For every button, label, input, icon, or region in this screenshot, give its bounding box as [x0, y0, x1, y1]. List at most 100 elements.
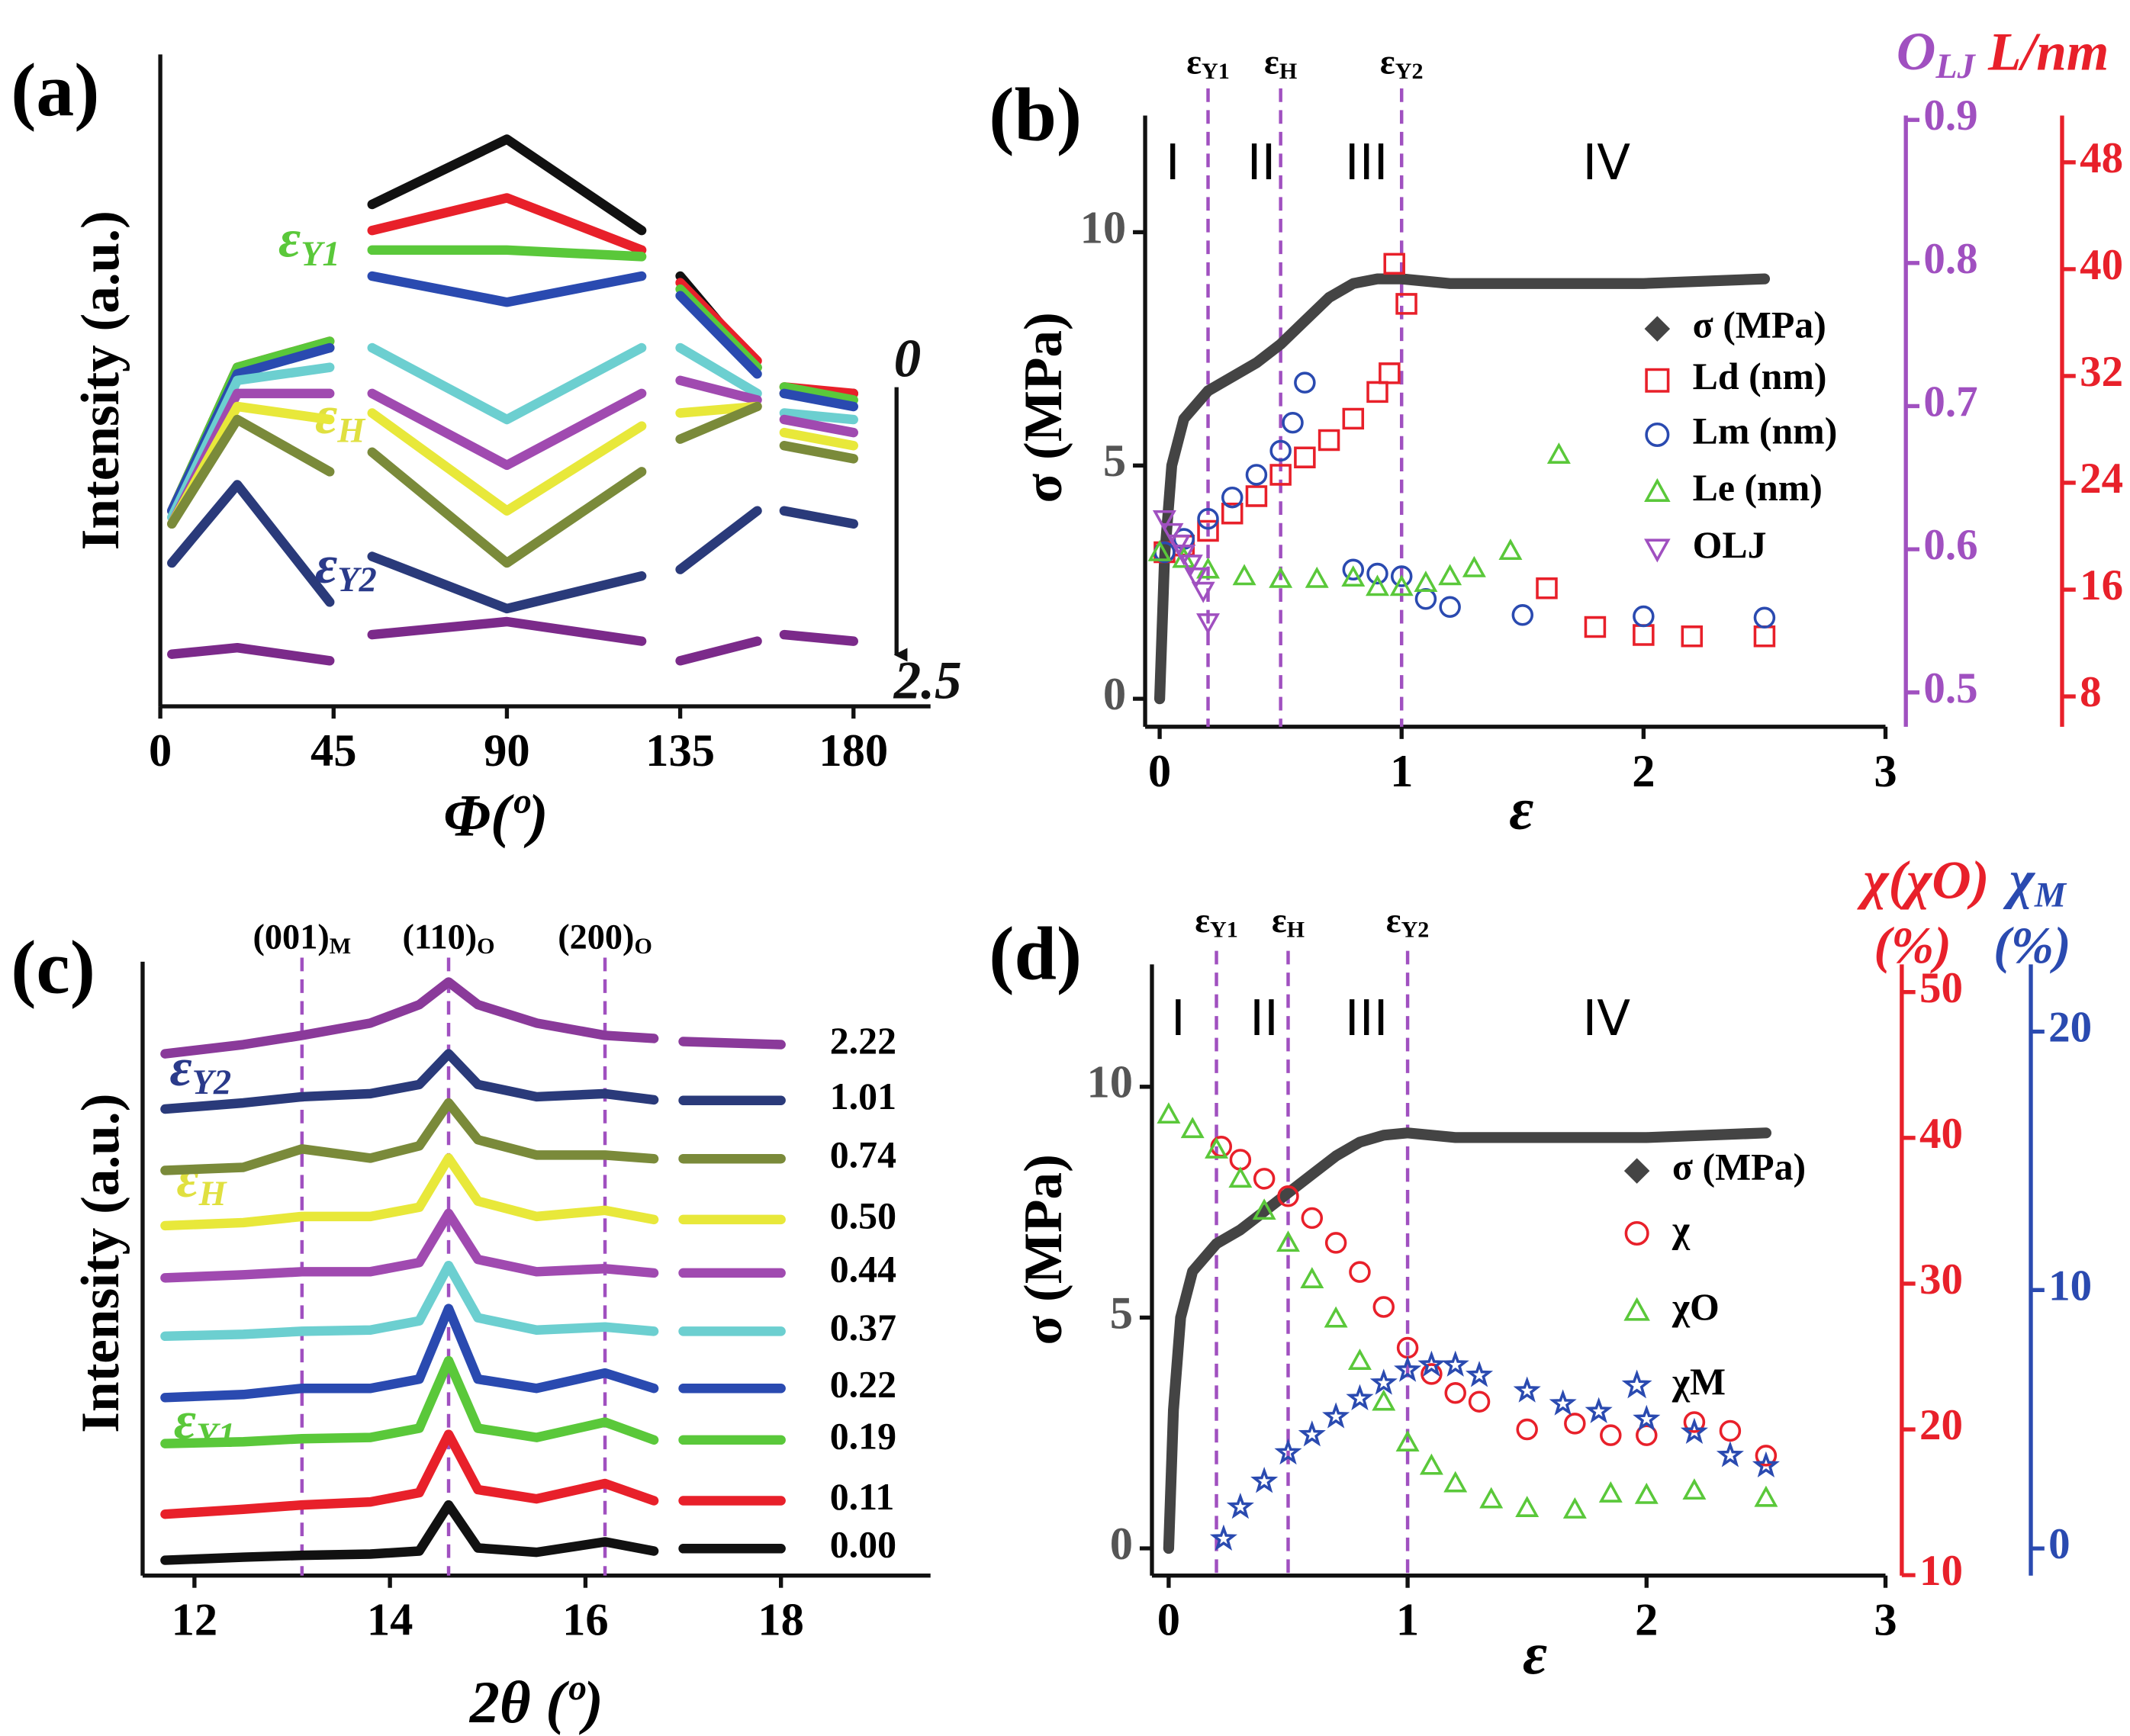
data-point	[1372, 1389, 1396, 1411]
legend-marker	[1645, 368, 1670, 393]
x-tick-label: 14	[367, 1595, 413, 1646]
x-tick-label: 3	[1874, 746, 1897, 797]
data-point	[1196, 613, 1221, 635]
reference-label: εY2	[1380, 43, 1424, 84]
data-point	[1160, 522, 1184, 545]
y2-tick-label: 50	[1919, 964, 1963, 1012]
data-point	[1250, 1467, 1279, 1493]
x-tick-label: 16	[562, 1595, 609, 1646]
data-point	[1197, 507, 1219, 530]
data-point	[1755, 1445, 1778, 1467]
y-axis-label: Intensity (a.u.)	[71, 211, 130, 550]
series-line	[160, 1429, 786, 1519]
data-point	[1324, 1306, 1348, 1328]
annotation-main: 2.5	[893, 651, 962, 711]
y3-tick-label: 32	[2080, 348, 2123, 396]
series-label: 0.22	[830, 1364, 896, 1406]
legend-label: Lm (nm)	[1693, 410, 1838, 452]
data-point	[1172, 545, 1196, 566]
y2-tick-label: 0.7	[1923, 378, 1977, 426]
legend-marker	[1624, 1220, 1649, 1246]
series-label: 0.00	[830, 1524, 896, 1566]
series-line	[1163, 1127, 1772, 1554]
y3-tick-label: 40	[2080, 241, 2123, 289]
data-point	[1513, 1376, 1541, 1403]
reference-label-main: (110)	[402, 918, 477, 956]
data-point	[1546, 442, 1571, 464]
annotation-sub: Y1	[196, 1416, 235, 1455]
data-point	[1269, 464, 1292, 486]
y2-tick-label: 40	[1919, 1110, 1963, 1158]
y3-tick-label: 0	[2048, 1520, 2070, 1568]
reference-label-main: ε	[1195, 902, 1210, 940]
annotation-sub: Y1	[301, 235, 339, 274]
series-label: 0.44	[830, 1248, 896, 1290]
data-point	[1366, 562, 1388, 585]
legend-label: χO	[1672, 1286, 1720, 1328]
series-line	[160, 1208, 786, 1283]
legend-label: σ (MPa)	[1693, 304, 1826, 346]
legend-marker	[1644, 316, 1671, 342]
legend-label: Ld (nm)	[1693, 355, 1827, 397]
legend-marker	[1644, 477, 1671, 502]
legend-label: Le (nm)	[1693, 467, 1823, 509]
data-point	[1564, 1413, 1586, 1435]
reference-label-sub: O	[634, 933, 652, 959]
data-point	[1719, 1419, 1742, 1442]
data-point	[1438, 564, 1462, 586]
y-tick-label: 5	[1103, 436, 1126, 487]
data-point	[1390, 565, 1413, 587]
legend-marker	[1623, 1297, 1650, 1321]
data-point	[1274, 1438, 1302, 1465]
data-point	[1414, 571, 1438, 593]
data-point	[1180, 1117, 1205, 1139]
reference-label-sub: H	[1279, 58, 1297, 84]
data-point	[1598, 1480, 1623, 1503]
y2-tick-label: 20	[1919, 1401, 1963, 1449]
legend-label: σ (MPa)	[1672, 1146, 1806, 1188]
y-tick-label: 10	[1080, 202, 1127, 253]
series-label: 0.50	[830, 1194, 896, 1236]
data-point	[1419, 1453, 1443, 1475]
data-point	[1301, 1207, 1324, 1230]
legend-marker	[1621, 1369, 1652, 1399]
x-tick-label: 90	[484, 725, 530, 776]
reference-label: εH	[1264, 43, 1297, 84]
y2-axis-label-main: O	[1897, 22, 1935, 82]
data-point	[1479, 1487, 1504, 1509]
reference-label-sub: H	[1287, 916, 1305, 942]
data-point	[1369, 1368, 1398, 1395]
series-label: 0.11	[830, 1476, 894, 1518]
legend-marker	[1644, 538, 1671, 563]
data-point	[1269, 566, 1293, 588]
data-point	[1417, 1350, 1446, 1377]
data-point	[1633, 1404, 1661, 1432]
y2-axis-label-sub: LJ	[1935, 47, 1976, 86]
series-line	[167, 245, 858, 516]
data-point	[1421, 1363, 1443, 1385]
legend-label: χ	[1672, 1208, 1691, 1250]
y3-axis-label-main: χ	[2003, 850, 2036, 910]
y2-tick-label: 0.8	[1923, 235, 1977, 283]
reference-label-main: ε	[1186, 43, 1202, 82]
reference-label-sub: Y1	[1202, 58, 1230, 84]
data-point	[1562, 1496, 1587, 1519]
data-point	[1232, 564, 1256, 586]
data-point	[1414, 588, 1437, 610]
series-line	[160, 1153, 786, 1231]
legend-marker	[1623, 1158, 1650, 1184]
data-point	[1341, 565, 1366, 587]
y3-axis-label: L/nm	[1987, 22, 2109, 82]
x-tick-label: 180	[819, 725, 888, 776]
reference-label: εH	[1272, 902, 1305, 943]
panel-label: (c)	[11, 925, 95, 1010]
y2-tick-label: 10	[1919, 1547, 1963, 1595]
data-point	[1633, 605, 1655, 628]
series-line	[167, 401, 858, 529]
annotation: εY1	[278, 210, 340, 273]
data-point	[1298, 1420, 1326, 1447]
region-label: I	[1171, 991, 1186, 1047]
data-point	[1226, 1492, 1254, 1519]
data-point	[1462, 555, 1486, 577]
data-point	[1349, 1261, 1371, 1283]
